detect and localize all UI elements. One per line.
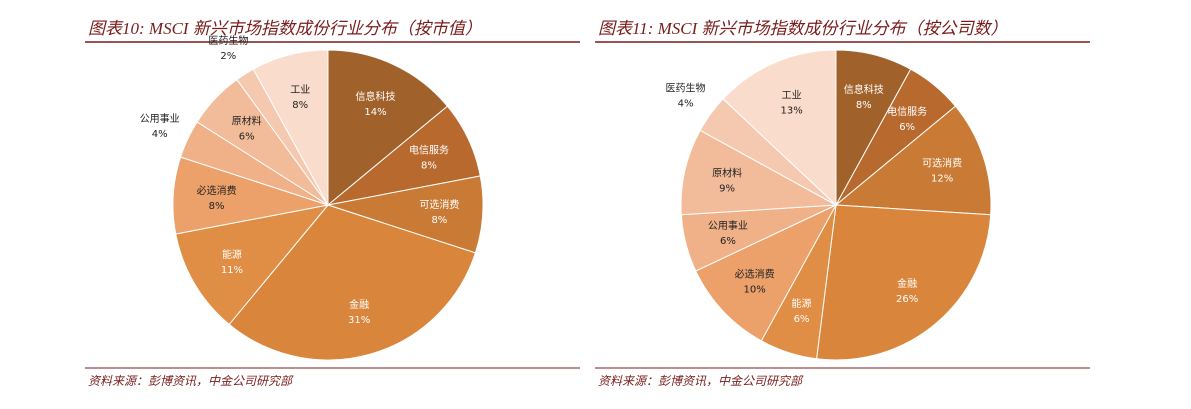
slice-value: 14% (364, 107, 386, 118)
slice-value: 6% (899, 122, 915, 133)
slice-label: 公用事业 (140, 112, 180, 125)
slice-label: 可选消费 (419, 198, 459, 211)
pie-slice (175, 204, 330, 326)
slice-value: 12% (931, 174, 953, 185)
pie-slice (228, 204, 477, 361)
slice-value: 8% (431, 215, 447, 226)
pie-slice (834, 105, 992, 216)
source-note: 资料来源：彭博资讯，中金公司研究部 (598, 374, 804, 388)
slice-label: 医药生物 (208, 34, 248, 47)
slice-label: 工业 (290, 84, 310, 96)
slice-value: 6% (239, 132, 255, 143)
slice-value: 31% (348, 315, 370, 326)
source-note: 资料来源：彭博资讯，中金公司研究部 (88, 374, 294, 388)
chart-title: 图表11: MSCI 新兴市场指数成份行业分布（按公司数） (598, 19, 1008, 38)
slice-label: 必选消费 (197, 184, 237, 197)
slice-value: 8% (856, 100, 872, 111)
pie-slice (327, 49, 449, 207)
slice-value: 26% (896, 294, 918, 305)
pie-slice (695, 203, 838, 342)
slice-value: 4% (678, 99, 694, 110)
pie-slice (680, 129, 838, 216)
pie-slice (252, 49, 329, 206)
slice-value: 6% (720, 236, 736, 247)
slice-label: 能源 (222, 248, 242, 261)
slice-label: 金融 (897, 277, 917, 290)
slice-label: 医药生物 (666, 82, 706, 95)
slice-value: 4% (152, 129, 168, 140)
slice-value: 8% (292, 100, 308, 111)
slice-label: 必选消费 (735, 267, 775, 280)
slice-value: 8% (209, 201, 225, 212)
slice-label: 原材料 (712, 167, 742, 180)
chart-title: 图表10: MSCI 新兴市场指数成份行业分布（按市值） (88, 19, 482, 38)
slice-value: 11% (221, 265, 243, 276)
pie-slice (722, 49, 837, 207)
slice-value: 6% (794, 314, 810, 325)
pie-slice (816, 204, 992, 361)
slice-label: 金融 (349, 298, 369, 311)
slice-value: 13% (781, 106, 803, 117)
slice-label: 工业 (782, 90, 802, 102)
slice-value: 8% (421, 160, 437, 171)
slice-label: 电信服务 (409, 143, 449, 156)
slice-label: 信息科技 (844, 83, 884, 96)
slice-label: 原材料 (232, 115, 262, 128)
slice-label: 信息科技 (356, 90, 396, 103)
slice-value: 9% (719, 184, 735, 195)
slice-value: 10% (744, 284, 766, 295)
slice-label: 可选消费 (922, 157, 962, 170)
slice-label: 能源 (792, 297, 812, 310)
slice-label: 电信服务 (887, 105, 927, 118)
slice-label: 公用事业 (708, 219, 748, 232)
slice-value: 2% (220, 51, 236, 62)
